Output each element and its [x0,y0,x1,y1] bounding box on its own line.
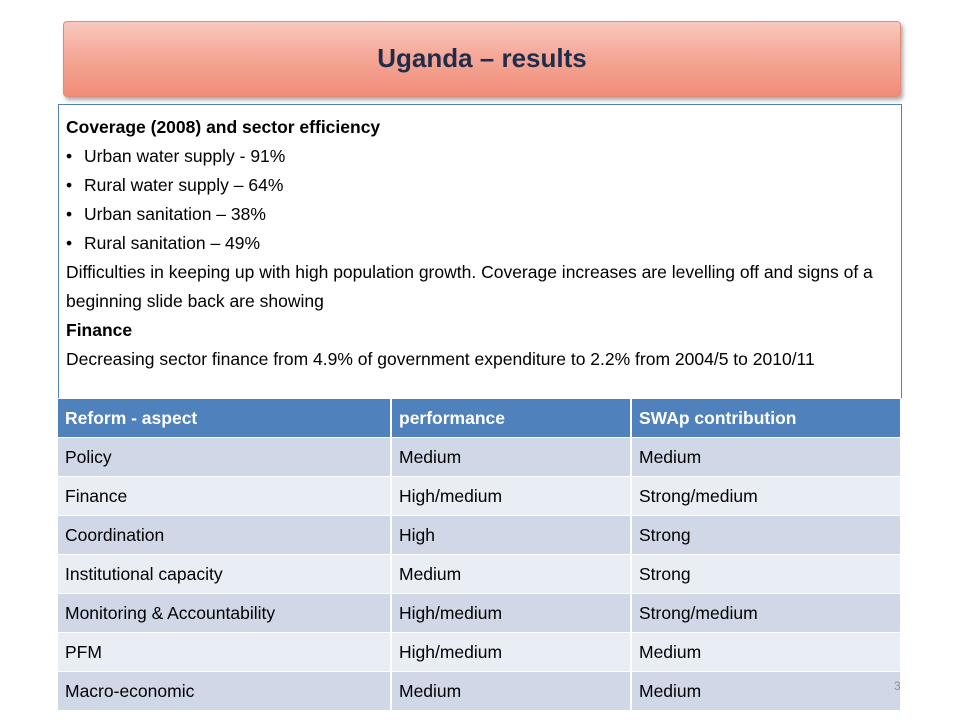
cell-contribution: Strong [631,515,902,555]
cell-aspect: Institutional capacity [58,554,392,594]
bullet-text: Rural sanitation – 49% [84,233,261,253]
cell-aspect: Macro-economic [58,671,392,711]
reform-table: Reform - aspect performance SWAp contrib… [58,399,902,711]
cell-aspect: Policy [58,437,392,477]
bullet-dot: • [66,204,73,224]
bullet-text: Urban sanitation – 38% [84,204,266,224]
population-paragraph: Difficulties in keeping up with high pop… [66,262,873,311]
cell-contribution: Medium [631,632,902,672]
bullet-text: Rural water supply – 64% [84,175,284,195]
bullet-item: • Urban sanitation – 38% [66,200,901,229]
cell-aspect: Coordination [58,515,392,555]
table-row: PFM High/medium Medium [58,632,902,672]
bullet-dot: • [66,146,73,166]
cell-performance: Medium [391,554,632,594]
cell-performance: Medium [391,437,632,477]
bullet-item: • Urban water supply - 91% [66,142,901,171]
header-performance: performance [391,399,632,438]
content-box: Coverage (2008) and sector efficiency • U… [58,104,902,398]
cell-contribution: Strong/medium [631,593,902,633]
page-number: 3 [894,679,901,693]
cell-performance: High/medium [391,632,632,672]
bullet-item: • Rural water supply – 64% [66,171,901,200]
table-header-row: Reform - aspect performance SWAp contrib… [58,399,902,438]
table-row: Institutional capacity Medium Strong [58,554,902,594]
table-row: Finance High/medium Strong/medium [58,476,902,516]
cell-performance: High/medium [391,593,632,633]
bullet-dot: • [66,233,73,253]
cell-contribution: Strong/medium [631,476,902,516]
cell-contribution: Strong [631,554,902,594]
cell-contribution: Medium [631,437,902,477]
cell-aspect: Monitoring & Accountability [58,593,392,633]
slide-title-box: Uganda – results [63,21,901,97]
finance-heading: Finance [66,320,133,340]
table-row: Monitoring & Accountability High/medium … [58,593,902,633]
cell-aspect: PFM [58,632,392,672]
cell-aspect: Finance [58,476,392,516]
cell-performance: High [391,515,632,555]
bullet-dot: • [66,175,73,195]
table-row: Macro-economic Medium Medium [58,671,902,711]
slide-title: Uganda – results [377,43,587,73]
header-swap-contribution: SWAp contribution [631,399,902,438]
cell-performance: High/medium [391,476,632,516]
cell-performance: Medium [391,671,632,711]
cell-contribution: Medium [631,671,902,711]
coverage-heading: Coverage (2008) and sector efficiency [66,117,381,137]
bullet-item: • Rural sanitation – 49% [66,229,901,258]
header-reform-aspect: Reform - aspect [58,399,392,438]
finance-paragraph: Decreasing sector finance from 4.9% of g… [66,349,815,369]
table-row: Policy Medium Medium [58,437,902,477]
table-row: Coordination High Strong [58,515,902,555]
bullet-text: Urban water supply - 91% [84,146,286,166]
